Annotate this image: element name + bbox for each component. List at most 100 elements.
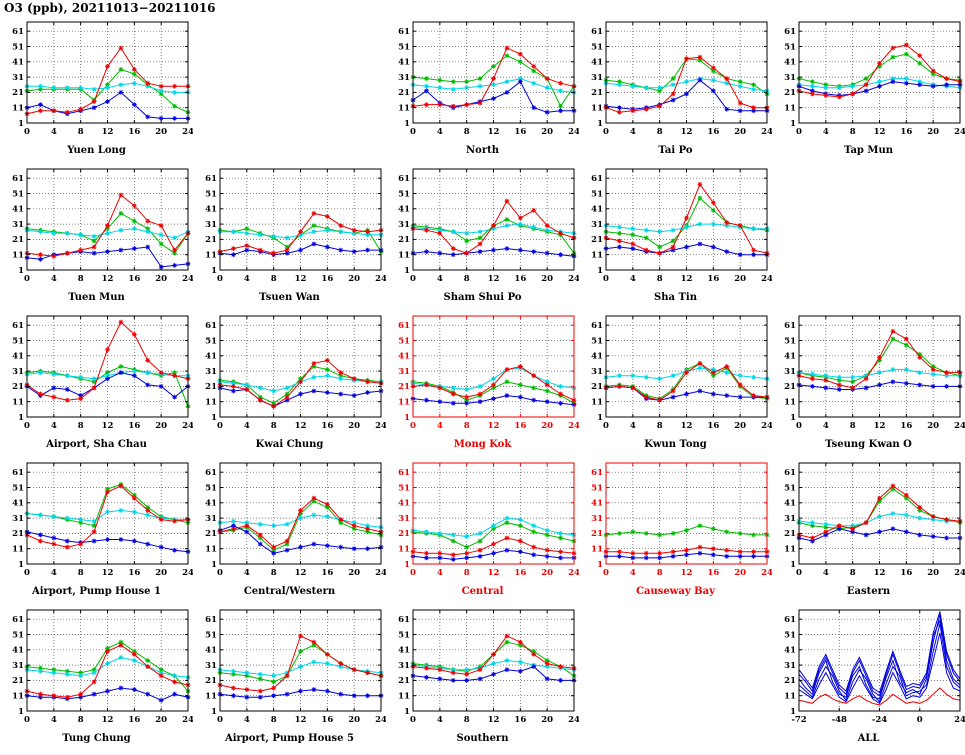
chart-mong-kok: 1 11 21 31 41 51 61 0 4 8 12 16 20 24 Mong Kok	[386, 311, 579, 458]
chart-airport-pump-house-1: 1 11 21 31 41 51 61 0 4 8 12 16 20 24 Airport, Pump Ho…	[0, 458, 193, 605]
x-tick-label: 0	[217, 421, 223, 431]
y-tick-label: 31	[12, 367, 24, 377]
x-tick-label: 12	[102, 421, 114, 431]
y-tick-label: 1	[18, 560, 24, 570]
x-tick-label: 4	[244, 421, 250, 431]
x-tick-label: 16	[128, 568, 140, 578]
chart-airport-pump-house-5: 1 11 21 31 41 51 61 0 4 8 12 16 20 24 Airport, Pump Ho…	[193, 605, 386, 752]
x-tick-label: 20	[155, 568, 167, 578]
x-tick-label: 4	[630, 127, 636, 137]
x-tick-label: 8	[850, 421, 856, 431]
markers-day-blue	[217, 687, 384, 700]
y-tick-label: 41	[12, 205, 24, 215]
x-tick-label: 24	[375, 421, 386, 431]
y-tick-label: 1	[211, 266, 217, 276]
chart-title-mong-kok: Mong Kok	[453, 439, 512, 450]
y-tick-label: 1	[597, 266, 603, 276]
x-tick-label: 4	[630, 421, 636, 431]
y-tick-label: 51	[205, 630, 217, 640]
x-tick-label: 12	[681, 127, 693, 137]
x-tick-label: 8	[850, 127, 856, 137]
x-tick-label: 24	[182, 274, 193, 284]
x-tick-label: 8	[78, 421, 84, 431]
x-tick-label: 12	[681, 274, 693, 284]
y-tick-label: 21	[591, 235, 603, 245]
y-tick-label: 1	[790, 119, 796, 129]
markers-day-red	[217, 357, 384, 409]
y-tick-label: 31	[398, 220, 410, 230]
y-tick-label: 41	[398, 205, 410, 215]
x-tick-label: 12	[874, 127, 886, 137]
chart-title-all: ALL	[857, 733, 880, 744]
y-tick-label: 21	[12, 676, 24, 686]
y-tick-label: 11	[398, 103, 410, 113]
x-tick-label: 8	[271, 274, 277, 284]
x-tick-label: 24	[182, 421, 193, 431]
chart-title-tuen-mun: Tuen Mun	[68, 292, 125, 303]
chart-title-airport-sha-chau: Airport, Sha Chau	[46, 439, 147, 450]
y-tick-label: 51	[398, 483, 410, 493]
x-tick-label: 12	[681, 568, 693, 578]
chart-tung-chung: 1 11 21 31 41 51 61 0 4 8 12 16 20 24 Tung Chung	[0, 605, 193, 752]
x-tick-label: 16	[707, 127, 719, 137]
markers-day-red	[217, 633, 384, 694]
x-tick-label: 0	[24, 715, 30, 725]
y-tick-label: 11	[784, 691, 796, 701]
y-tick-label: 51	[784, 630, 796, 640]
y-tick-label: 61	[205, 321, 217, 331]
x-tick-label: 4	[437, 274, 443, 284]
y-tick-label: 31	[12, 514, 24, 524]
y-tick-label: 1	[211, 560, 217, 570]
y-tick-label: 1	[404, 707, 410, 717]
x-tick-label: 4	[630, 274, 636, 284]
x-tick-label: 24	[761, 568, 772, 578]
chart-title-tai-po: Tai Po	[658, 145, 693, 156]
y-tick-label: 21	[591, 382, 603, 392]
x-tick-label: 20	[348, 715, 360, 725]
x-tick-label: 16	[900, 127, 912, 137]
y-tick-label: 41	[398, 646, 410, 656]
y-tick-label: 31	[12, 220, 24, 230]
y-tick-label: 21	[205, 382, 217, 392]
y-tick-label: 61	[591, 27, 603, 37]
x-tick-label: 4	[437, 715, 443, 725]
y-tick-label: 51	[398, 336, 410, 346]
y-tick-label: 41	[12, 58, 24, 68]
y-tick-label: 61	[398, 468, 410, 478]
x-tick-label: 12	[295, 274, 307, 284]
markers-day-cyan	[796, 367, 963, 380]
y-tick-label: 61	[784, 27, 796, 37]
x-tick-label: 8	[657, 568, 663, 578]
chart-title-tseung-kwan-o: Tseung Kwan O	[825, 439, 912, 450]
y-tick-label: 41	[591, 499, 603, 509]
x-tick-label: 4	[51, 715, 57, 725]
x-tick-label: 20	[155, 274, 167, 284]
chart-title-eastern: Eastern	[846, 586, 891, 597]
markers-day-blue	[410, 664, 577, 683]
y-tick-label: 31	[784, 367, 796, 377]
series-station-1-blue	[798, 614, 961, 700]
markers-day-red	[603, 54, 770, 115]
x-tick-label: 8	[271, 421, 277, 431]
x-tick-label: 24	[375, 715, 386, 725]
x-tick-label: 0	[917, 715, 923, 725]
y-tick-label: 11	[398, 691, 410, 701]
x-tick-label: 0	[410, 127, 416, 137]
x-tick-label: 16	[321, 274, 333, 284]
x-tick-label: 16	[900, 568, 912, 578]
y-tick-label: 1	[211, 707, 217, 717]
y-tick-label: 21	[398, 382, 410, 392]
x-tick-label: 12	[102, 568, 114, 578]
x-tick-label: 24	[568, 568, 579, 578]
y-tick-label: 31	[398, 514, 410, 524]
x-tick-label: -24	[872, 715, 887, 725]
x-tick-label: 24	[761, 274, 772, 284]
markers-day-green	[217, 642, 384, 685]
x-tick-label: 12	[874, 568, 886, 578]
x-tick-label: 24	[954, 421, 965, 431]
y-tick-label: 31	[784, 661, 796, 671]
y-tick-label: 1	[18, 413, 24, 423]
y-tick-label: 61	[12, 615, 24, 625]
